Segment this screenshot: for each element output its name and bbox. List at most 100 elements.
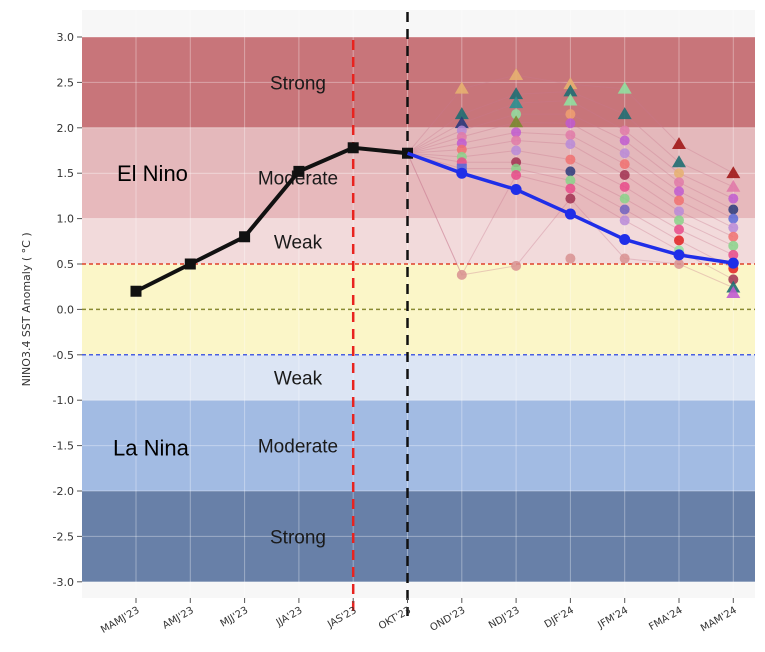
y-tick-label-11: -2.5: [53, 530, 74, 543]
ensemble-point-42: [619, 170, 630, 181]
band-label-1: Moderate: [258, 169, 338, 190]
series-0-point-3: [293, 165, 305, 177]
band-8: [82, 491, 755, 582]
x-tick-label-5: OKT'23: [377, 605, 413, 632]
ensemble-point-61: [726, 179, 741, 192]
series-1-point-2: [510, 184, 522, 196]
y-axis-title: NINO3.4 SST Anomaly ( °C ): [20, 232, 33, 386]
ensemble-point-1: [454, 107, 469, 120]
ensemble-point-28: [565, 130, 576, 141]
ensemble-point-30: [565, 154, 576, 165]
band-labels: Strong Moderate Weak Weak Moderate Strong El N…: [113, 73, 338, 548]
x-tick-label-7: NDJ'23: [487, 605, 522, 631]
y-axis: 3.0 2.5 2.0 1.5 1.0 0.5 0.0 -0.5 -1.0 -1.5 -2.0 -2.…: [53, 31, 82, 589]
x-tick-label-3: JJA'23: [274, 605, 305, 629]
ensemble-point-15: [509, 115, 524, 128]
ensemble-point-32: [565, 175, 576, 186]
band-1: [82, 127, 755, 174]
series-0-point-2: [239, 231, 251, 243]
ensemble-point-70: [728, 274, 739, 285]
x-tick-label-11: MAM'24: [699, 605, 739, 634]
ensemble-point-50: [674, 168, 684, 179]
ensemble-point-48: [672, 137, 686, 150]
series-1-point-3: [564, 208, 576, 220]
x-tick-label-2: MJJ'23: [219, 605, 250, 630]
ensemble-point-63: [728, 204, 739, 215]
x-tick-label-8: DJF'24: [543, 605, 576, 630]
ensemble-point-67: [728, 240, 739, 251]
band-5: [82, 354, 755, 401]
y-tick-label-0: 3.0: [57, 31, 75, 44]
y-tick-label-12: -3.0: [53, 576, 74, 589]
ensemble-point-46: [619, 215, 630, 226]
ensemble-point-47: [619, 253, 630, 264]
ensemble-point-39: [619, 135, 630, 146]
y-tick-label-7: -0.5: [53, 349, 74, 362]
ensemble-point-66: [728, 231, 739, 242]
series-line-0: [135, 145, 408, 294]
y-tick-label-3: 1.5: [57, 167, 75, 180]
ensemble-point-24: [563, 84, 578, 97]
ensemble-point-41: [619, 159, 630, 170]
ensemble-point-33: [565, 183, 576, 194]
ensemble-point-10: [456, 269, 467, 280]
ensemble-point-12: [509, 87, 524, 100]
ensemble-point-72: [726, 286, 741, 298]
ensemble-point-57: [674, 235, 684, 246]
series-1-point-6: [727, 257, 739, 269]
ensemble-point-27: [565, 118, 576, 129]
y-tick-label-1: 2.5: [57, 76, 75, 89]
ensemble-point-49: [672, 155, 686, 168]
ensemble-point-17: [511, 135, 522, 146]
band-label-4: Moderate: [258, 437, 338, 458]
ensemble-point-16: [511, 127, 522, 138]
series-1-point-1: [456, 167, 468, 179]
ensemble-point-51: [674, 177, 684, 188]
ensemble-point-26: [565, 109, 576, 120]
ensemble-point-59: [674, 259, 684, 269]
ensemble-point-6: [456, 144, 467, 155]
y-tick-label-4: 1.0: [57, 213, 75, 226]
region-label-1: La Nina: [113, 435, 190, 460]
ensemble-point-14: [511, 109, 522, 120]
band-label-0: Strong: [270, 73, 326, 94]
series-1-point-4: [619, 233, 631, 245]
y-tick-label-8: -1.0: [53, 394, 74, 407]
ensemble-point-0: [454, 81, 469, 94]
ensemble-point-56: [674, 224, 684, 235]
ensemble-members: [407, 68, 741, 298]
ensemble-point-35: [565, 253, 576, 264]
band-2: [82, 173, 755, 219]
intensity-bands: [82, 10, 755, 598]
band-3: [82, 218, 755, 264]
ensemble-point-36: [617, 81, 632, 94]
ensemble-point-55: [674, 215, 684, 226]
ensemble-point-38: [619, 125, 630, 136]
ensemble-point-18: [511, 145, 522, 156]
ensemble-point-23: [563, 77, 578, 90]
region-label-0: El Nino: [117, 161, 188, 186]
ensemble-point-34: [565, 193, 576, 204]
x-tick-label-10: FMA'24: [647, 605, 684, 633]
main-series: [130, 142, 739, 297]
x-tick-label-4: JAS'23: [325, 605, 359, 631]
ensemble-point-13: [509, 96, 524, 109]
ensemble-point-25: [563, 93, 578, 106]
series-0-point-0: [130, 285, 142, 297]
x-tick-label-6: OND'23: [428, 605, 467, 634]
band-label-2: Weak: [274, 232, 323, 253]
ensemble-point-64: [728, 213, 739, 224]
ensemble-point-21: [511, 170, 522, 181]
band-label-5: Strong: [270, 527, 326, 548]
series-1-point-5: [673, 249, 685, 261]
ensemble-point-60: [726, 166, 741, 179]
ensemble-point-22: [511, 260, 522, 271]
ensemble-point-11: [509, 68, 524, 81]
ensemble-point-62: [728, 193, 739, 204]
ensemble-point-53: [674, 195, 684, 206]
ensemble-point-29: [565, 139, 576, 150]
band-0: [82, 37, 755, 128]
ensemble-point-52: [674, 186, 684, 197]
y-tick-label-9: -1.5: [53, 440, 74, 453]
